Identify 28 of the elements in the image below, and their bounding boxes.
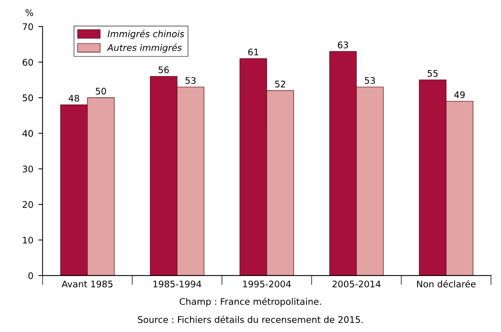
data-label: 61 (248, 48, 258, 56)
data-label: 53 (364, 77, 375, 84)
y-tick-label: 60 (22, 58, 33, 66)
legend-label: Immigrés chinois (108, 30, 184, 39)
data-label: 56 (158, 66, 169, 74)
y-tick-label: 10 (23, 236, 33, 244)
source-note: Source : Fichiers détails du recensement de 2015. (138, 316, 363, 323)
data-label: 49 (454, 91, 465, 98)
legend-label: Autres immigrés (106, 44, 182, 53)
y-tick-label: 0 (28, 272, 33, 280)
y-tick-label: 70 (22, 23, 33, 30)
data-label: 63 (338, 41, 348, 48)
x-tick-label: Non déclarée (417, 280, 476, 288)
x-tick-label: Avant 1985 (62, 280, 112, 288)
data-label: 53 (186, 77, 196, 84)
y-tick-label: 40 (22, 130, 33, 137)
data-label: 50 (96, 88, 106, 95)
y-axis-title: % (26, 9, 34, 16)
text: Champ : France métropolitaine. (180, 298, 321, 307)
x-tick-label: 2005-2014 (332, 280, 381, 288)
y-tick-label: 50 (22, 94, 33, 102)
y-tick-label: 30 (22, 166, 33, 172)
data-label: 55 (428, 70, 438, 77)
data-label: 52 (275, 80, 286, 88)
x-tick-label: 1995-2004 (243, 280, 291, 288)
x-tick-label: 1985-1994 (153, 280, 202, 288)
data-label: 48 (68, 94, 80, 102)
y-tick-label: 20 (22, 201, 33, 208)
